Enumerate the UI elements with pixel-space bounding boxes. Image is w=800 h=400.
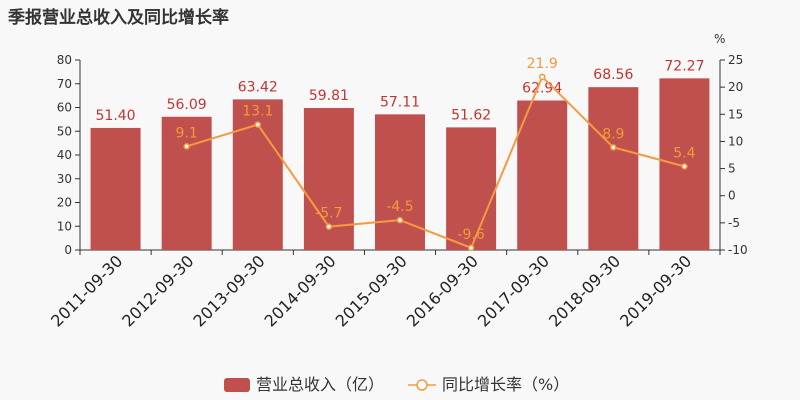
legend-bar-label: 营业总收入（亿） [256, 375, 384, 394]
line-data-label: 13.1 [242, 104, 273, 120]
y-left-tick-label: 30 [57, 172, 72, 186]
y-right-tick-label: 5 [728, 162, 736, 176]
bar-data-label: 68.56 [593, 67, 633, 83]
y-left-tick-label: 50 [57, 124, 72, 138]
bar [588, 87, 639, 250]
chart-title: 季报营业总收入及同比增长率 [8, 8, 229, 28]
bar-data-label: 51.62 [451, 107, 491, 123]
legend-line-marker [416, 379, 428, 391]
line-point [467, 244, 475, 252]
legend-bar-swatch [224, 378, 250, 392]
y-right-tick-label: 25 [728, 53, 743, 67]
y-left-tick-label: 70 [57, 77, 72, 91]
y-right-tick-label: 10 [728, 134, 743, 148]
y-right-tick-label: 15 [728, 107, 743, 121]
bar-data-label: 51.40 [96, 108, 136, 124]
x-tick-label: 2014-09-30 [261, 251, 340, 330]
y-right-tick-label: 0 [728, 189, 736, 203]
line-data-label: 8.9 [602, 126, 624, 142]
bar-data-label: 72.27 [664, 58, 704, 74]
line-data-label: 9.1 [176, 125, 198, 141]
bar-data-label: 56.09 [167, 97, 207, 113]
legend-line-label: 同比增长率（%） [442, 375, 569, 394]
bar [90, 127, 141, 250]
bar-data-label: 57.11 [380, 94, 420, 110]
bar-data-label: 63.42 [238, 79, 278, 95]
line-point [254, 121, 262, 128]
y-right-tick-label: -10 [728, 243, 748, 257]
line-point [325, 223, 333, 230]
line-data-label: -9.6 [457, 227, 484, 243]
y-right-tick-label: -5 [728, 216, 740, 230]
y-left-tick-label: 20 [57, 196, 72, 210]
x-tick-label: 2017-09-30 [474, 251, 553, 330]
line-point [610, 144, 617, 151]
line-data-label: -5.7 [315, 206, 342, 222]
y-left-tick-label: 0 [64, 243, 72, 257]
y-left-tick-label: 60 [57, 101, 72, 115]
x-tick-label: 2013-09-30 [189, 251, 268, 330]
x-tick-label: 2015-09-30 [332, 251, 411, 330]
bar [375, 114, 425, 251]
bar-data-label: 59.81 [309, 88, 349, 104]
line-point [681, 163, 688, 170]
growth-line [186, 75, 685, 250]
bar-data-label: 62.94 [522, 81, 562, 97]
line-point [396, 216, 404, 224]
y-left-tick-label: 10 [57, 219, 72, 233]
x-tick-label: 2019-09-30 [616, 251, 695, 330]
line-data-label: 21.9 [527, 56, 558, 72]
x-tick-label: 2011-09-30 [47, 251, 126, 330]
y-left-tick-label: 40 [57, 148, 72, 162]
x-tick-label: 2016-09-30 [403, 251, 482, 330]
y-right-tick-label: 20 [728, 80, 743, 94]
bar [517, 100, 568, 250]
x-tick-label: 2012-09-30 [118, 251, 197, 330]
line-point [538, 73, 546, 81]
y-left-tick-label: 80 [57, 53, 72, 67]
bar [446, 127, 497, 250]
y-right-unit-label: % [714, 32, 725, 46]
bar [161, 116, 212, 250]
line-data-label: -4.5 [386, 199, 413, 215]
line-data-label: 5.4 [673, 145, 695, 161]
x-tick-label: 2018-09-30 [545, 251, 624, 330]
line-point [183, 143, 190, 150]
